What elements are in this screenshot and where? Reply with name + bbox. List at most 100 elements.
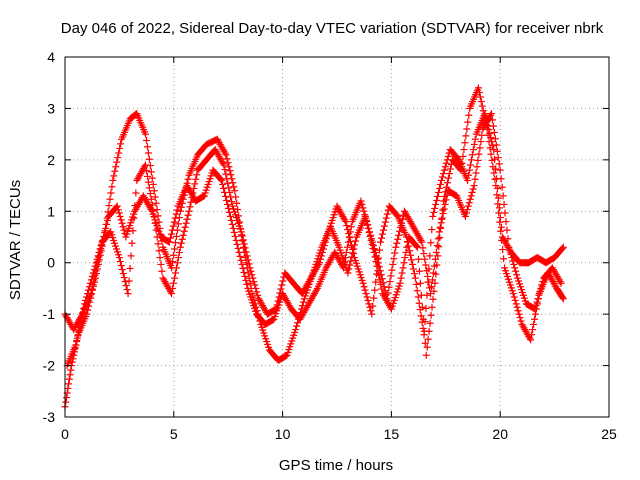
data-point: [112, 163, 120, 171]
data-point: [539, 278, 547, 286]
data-point: [387, 272, 395, 280]
data-point: [176, 207, 184, 215]
data-point: [165, 238, 173, 246]
data-point: [533, 298, 541, 306]
data-point: [82, 296, 90, 304]
data-point: [421, 339, 429, 347]
data-point: [340, 259, 348, 267]
data-point: [319, 245, 327, 253]
data-point: [415, 267, 423, 275]
data-point: [242, 248, 250, 256]
data-point: [67, 366, 75, 374]
data-point: [422, 304, 430, 312]
data-point: [361, 211, 369, 219]
data-point: [417, 312, 425, 320]
data-point: [220, 161, 228, 169]
data-point: [250, 278, 258, 286]
data-point: [478, 102, 486, 110]
data-point: [498, 183, 506, 191]
data-point: [359, 204, 367, 212]
data-point: [488, 116, 496, 124]
data-point: [74, 332, 82, 340]
data-point: [509, 290, 517, 298]
data-point: [84, 286, 92, 294]
data-point: [377, 238, 385, 246]
data-point: [235, 248, 243, 256]
data-point: [439, 210, 447, 218]
data-point: [238, 232, 246, 240]
data-point: [429, 212, 437, 220]
data-point: [493, 175, 501, 183]
data-point: [511, 264, 519, 272]
data-point: [430, 208, 438, 216]
data-point: [116, 144, 124, 152]
data-point: [400, 259, 408, 267]
data-point: [364, 296, 372, 304]
data-point: [499, 192, 507, 200]
data-point: [343, 243, 351, 251]
data-point: [378, 275, 386, 283]
data-point: [170, 218, 178, 226]
data-point: [371, 286, 379, 294]
data-point: [312, 286, 320, 294]
data-point: [317, 255, 325, 263]
data-point: [429, 269, 437, 277]
data-point: [434, 192, 442, 200]
data-point: [345, 230, 353, 238]
data-point: [127, 252, 135, 260]
data-point: [155, 247, 163, 255]
data-point: [503, 226, 511, 234]
data-point: [416, 279, 424, 287]
data-point: [175, 248, 183, 256]
data-point: [395, 231, 403, 239]
data-point: [341, 216, 349, 224]
data-point: [465, 171, 473, 179]
data-point: [88, 272, 96, 280]
data-point: [441, 200, 449, 208]
data-point: [557, 279, 565, 287]
data-point: [148, 201, 156, 209]
data-point: [490, 146, 498, 154]
data-point: [516, 314, 524, 322]
data-point: [398, 269, 406, 277]
data-point: [120, 274, 128, 282]
data-point: [414, 293, 422, 301]
data-point: [406, 247, 414, 255]
data-point: [386, 278, 394, 286]
data-point: [151, 193, 159, 201]
data-point: [174, 254, 182, 262]
data-point: [193, 171, 201, 179]
y-tick-label: -2: [43, 358, 56, 374]
data-point: [380, 222, 388, 230]
data-point: [445, 170, 453, 178]
data-point: [172, 264, 180, 272]
data-point: [170, 251, 178, 259]
data-point: [437, 219, 445, 227]
data-point: [374, 262, 382, 270]
data-point: [129, 227, 137, 235]
data-point: [471, 135, 479, 143]
data-point: [464, 202, 472, 210]
data-point: [468, 188, 476, 196]
data-point: [65, 380, 73, 388]
data-point: [559, 243, 567, 251]
data-point: [367, 307, 375, 315]
series-track-c: [63, 110, 567, 370]
data-point: [236, 252, 244, 260]
data-point: [500, 255, 508, 263]
data-point: [64, 384, 72, 392]
data-point: [145, 155, 153, 163]
data-point: [440, 166, 448, 174]
data-point: [381, 218, 389, 226]
data-point: [171, 274, 179, 282]
data-point: [483, 118, 491, 126]
data-point: [240, 268, 248, 276]
data-point: [315, 260, 323, 268]
data-point: [185, 207, 193, 215]
y-tick-label: 0: [47, 255, 55, 271]
data-point: [248, 271, 256, 279]
data-point: [182, 219, 190, 227]
data-point: [147, 168, 155, 176]
data-point: [114, 154, 122, 162]
data-point: [348, 242, 356, 250]
